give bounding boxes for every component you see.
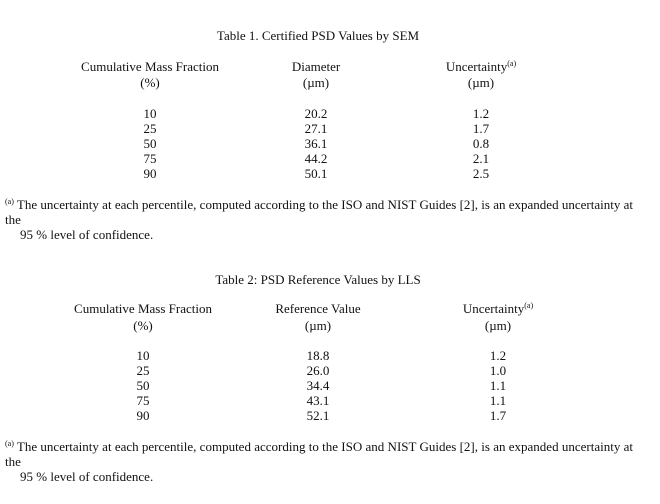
footnote: (a) The uncertainty at each percentile, …: [5, 439, 633, 484]
table-cell: 1.2: [489, 348, 507, 363]
table-cell: 2.1: [472, 151, 490, 166]
column-header: Uncertainty(a): [446, 59, 516, 74]
table-cell: 25: [136, 363, 150, 378]
table-cell: 52.1: [306, 408, 330, 423]
column-header-label: Uncertainty: [462, 301, 525, 316]
table-cell: 50: [136, 378, 150, 393]
table-cell: 75: [143, 151, 157, 166]
table-cell: 1.7: [472, 121, 490, 136]
table-cell: 75: [136, 393, 150, 408]
table-cell: 1.0: [489, 363, 507, 378]
table-cell: 18.8: [306, 348, 330, 363]
table-cell: 26.0: [306, 363, 330, 378]
table-title: Table 1. Certified PSD Values by SEM: [216, 28, 420, 43]
table-cell: 2.5: [472, 166, 490, 181]
column-unit: (%): [133, 318, 153, 333]
table-cell: 1.1: [489, 393, 507, 408]
footnote-marker: (a): [5, 197, 14, 206]
table-cell: 90: [143, 166, 157, 181]
table-cell: 90: [136, 408, 150, 423]
column-header-label: Cumulative Mass Fraction: [81, 59, 219, 74]
column-header-label: Reference Value: [275, 301, 361, 316]
column-unit: (µm): [304, 318, 332, 333]
column-header-label: Cumulative Mass Fraction: [74, 301, 212, 316]
column-header: Diameter: [292, 59, 340, 74]
table-cell: 50.1: [304, 166, 328, 181]
table-cell: 43.1: [306, 393, 330, 408]
table-cell: 25: [143, 121, 157, 136]
footnote-marker: (a): [524, 301, 534, 310]
table-cell: 20.2: [304, 106, 328, 121]
table-cell: 44.2: [304, 151, 328, 166]
column-header: Uncertainty(a): [463, 301, 533, 316]
table-cell: 1.2: [472, 106, 490, 121]
footnote-text: The uncertainty at each percentile, comp…: [5, 197, 633, 227]
footnote-marker: (a): [5, 439, 14, 448]
table-cell: 1.1: [489, 378, 507, 393]
table-title: Table 2: PSD Reference Values by LLS: [215, 272, 421, 287]
column-unit: (µm): [484, 318, 512, 333]
table-cell: 34.4: [306, 378, 330, 393]
column-unit: (%): [140, 75, 160, 90]
table-cell: 36.1: [304, 136, 328, 151]
table-cell: 10: [143, 106, 157, 121]
column-unit: (µm): [302, 75, 330, 90]
column-header: Cumulative Mass Fraction: [74, 301, 212, 316]
footnote-marker: (a): [507, 59, 517, 68]
footnote-text: The uncertainty at each percentile, comp…: [5, 439, 633, 469]
table-cell: 10: [136, 348, 150, 363]
footnote: (a) The uncertainty at each percentile, …: [5, 197, 633, 242]
footnote-continuation: 95 % level of confidence.: [20, 469, 154, 484]
table-cell: 0.8: [472, 136, 490, 151]
column-header-label: Diameter: [291, 59, 341, 74]
table-cell: 27.1: [304, 121, 328, 136]
footnote-continuation: 95 % level of confidence.: [20, 227, 154, 242]
column-header: Reference Value: [275, 301, 360, 316]
column-header: Cumulative Mass Fraction: [81, 59, 219, 74]
column-header-label: Uncertainty: [445, 59, 508, 74]
table-cell: 50: [143, 136, 157, 151]
table-cell: 1.7: [489, 408, 507, 423]
column-unit: (µm): [467, 75, 495, 90]
